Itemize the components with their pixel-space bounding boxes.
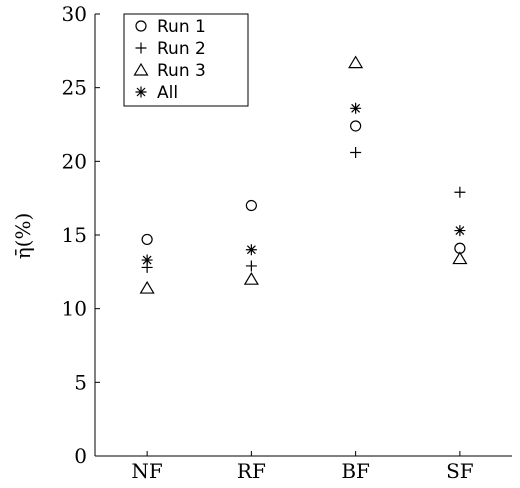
x-axis-ticks: NF RF BF SF xyxy=(131,451,474,483)
x-tick-label: BF xyxy=(341,459,370,483)
y-tick-label: 0 xyxy=(74,444,87,468)
data-point xyxy=(141,254,153,266)
legend-label: Run 3 xyxy=(157,61,206,81)
data-point xyxy=(139,280,155,294)
data-point xyxy=(245,199,257,212)
y-tick-label: 15 xyxy=(62,223,87,247)
legend-marker xyxy=(135,86,147,98)
y-tick-label: 20 xyxy=(62,149,87,173)
legend-marker xyxy=(135,20,147,32)
legend-marker xyxy=(135,42,147,54)
data-point xyxy=(350,146,362,158)
y-tick-label: 30 xyxy=(62,2,87,26)
data-point xyxy=(245,260,257,272)
y-axis-ticks: 0 5 10 15 20 25 30 xyxy=(62,2,100,468)
data-point xyxy=(348,55,364,69)
legend-label: Run 1 xyxy=(157,17,206,37)
data-point xyxy=(452,251,468,265)
x-tick-label: SF xyxy=(446,459,474,483)
x-tick-label: RF xyxy=(237,459,266,483)
y-tick-label: 10 xyxy=(62,297,87,321)
data-point xyxy=(350,102,362,114)
y-tick-label: 25 xyxy=(62,76,87,100)
legend-label: All xyxy=(157,83,178,103)
x-tick-label: NF xyxy=(131,459,163,483)
data-points xyxy=(139,55,468,294)
legend-label: Run 2 xyxy=(157,39,206,59)
data-point xyxy=(141,233,153,246)
data-point xyxy=(454,186,466,198)
y-axis-label: η̄(%) xyxy=(11,213,35,260)
y-tick-label: 5 xyxy=(74,370,87,394)
legend-marker xyxy=(133,62,149,76)
data-point xyxy=(454,225,466,237)
data-point xyxy=(245,244,257,256)
data-point xyxy=(350,120,362,132)
data-point xyxy=(243,272,259,285)
